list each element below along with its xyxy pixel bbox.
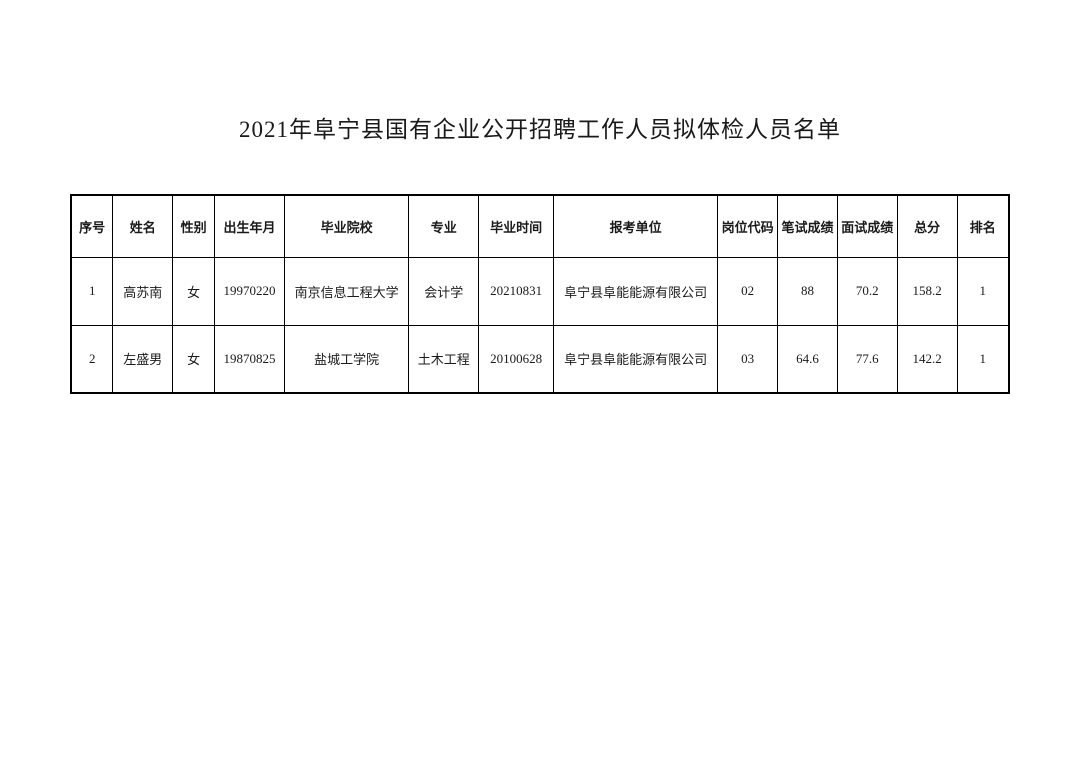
col-header-gender: 性别 (173, 195, 215, 257)
cell-total: 142.2 (897, 325, 957, 393)
cell-employer: 阜宁县阜能能源有限公司 (554, 325, 718, 393)
cell-school: 南京信息工程大学 (284, 257, 408, 325)
col-header-school: 毕业院校 (284, 195, 408, 257)
cell-birthdate: 19870825 (215, 325, 285, 393)
cell-total: 158.2 (897, 257, 957, 325)
col-header-gradtime: 毕业时间 (479, 195, 554, 257)
cell-seq: 2 (71, 325, 113, 393)
col-header-rank: 排名 (957, 195, 1009, 257)
col-header-total: 总分 (897, 195, 957, 257)
cell-written: 64.6 (778, 325, 838, 393)
cell-interview: 77.6 (837, 325, 897, 393)
cell-postcode: 02 (718, 257, 778, 325)
cell-written: 88 (778, 257, 838, 325)
col-header-postcode: 岗位代码 (718, 195, 778, 257)
cell-gender: 女 (173, 325, 215, 393)
cell-name: 高苏南 (113, 257, 173, 325)
table-row: 2 左盛男 女 19870825 盐城工学院 土木工程 20100628 阜宁县… (71, 325, 1009, 393)
page-title: 2021年阜宁县国有企业公开招聘工作人员拟体检人员名单 (70, 110, 1010, 144)
col-header-interview: 面试成绩 (837, 195, 897, 257)
cell-gradtime: 20210831 (479, 257, 554, 325)
col-header-seq: 序号 (71, 195, 113, 257)
cell-major: 土木工程 (409, 325, 479, 393)
col-header-birthdate: 出生年月 (215, 195, 285, 257)
cell-postcode: 03 (718, 325, 778, 393)
roster-table: 序号 姓名 性别 出生年月 毕业院校 专业 毕业时间 报考单位 岗位代码 笔试成… (70, 194, 1010, 394)
cell-interview: 70.2 (837, 257, 897, 325)
cell-school: 盐城工学院 (284, 325, 408, 393)
col-header-name: 姓名 (113, 195, 173, 257)
col-header-written: 笔试成绩 (778, 195, 838, 257)
cell-birthdate: 19970220 (215, 257, 285, 325)
cell-seq: 1 (71, 257, 113, 325)
table-header-row: 序号 姓名 性别 出生年月 毕业院校 专业 毕业时间 报考单位 岗位代码 笔试成… (71, 195, 1009, 257)
cell-rank: 1 (957, 257, 1009, 325)
cell-gender: 女 (173, 257, 215, 325)
col-header-employer: 报考单位 (554, 195, 718, 257)
cell-name: 左盛男 (113, 325, 173, 393)
col-header-major: 专业 (409, 195, 479, 257)
cell-gradtime: 20100628 (479, 325, 554, 393)
cell-rank: 1 (957, 325, 1009, 393)
table-row: 1 高苏南 女 19970220 南京信息工程大学 会计学 20210831 阜… (71, 257, 1009, 325)
cell-employer: 阜宁县阜能能源有限公司 (554, 257, 718, 325)
cell-major: 会计学 (409, 257, 479, 325)
